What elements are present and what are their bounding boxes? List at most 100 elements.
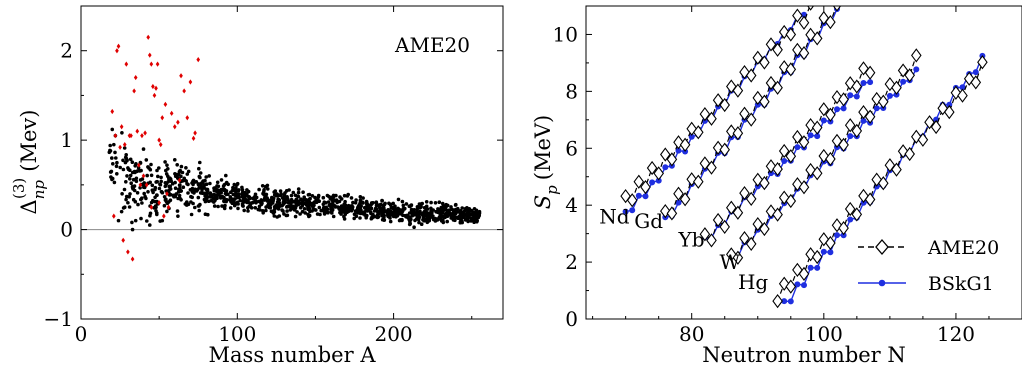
left-y-label-superscript: (3) <box>10 178 28 199</box>
data-point-black <box>302 195 307 199</box>
exp-point-Gd <box>666 206 678 221</box>
exp-point-Gd <box>712 140 724 155</box>
data-point-black <box>441 204 446 208</box>
data-point-red-diamond <box>137 162 141 168</box>
data-point-black <box>148 213 152 218</box>
data-point-black <box>396 206 400 211</box>
legend-ame20-label: AME20 <box>927 237 999 259</box>
data-point-black <box>261 211 266 215</box>
data-point-black <box>231 185 235 190</box>
data-point-black <box>299 201 304 205</box>
data-point-black <box>291 190 296 195</box>
data-point-black <box>353 201 358 205</box>
data-point-black <box>134 176 139 181</box>
data-point-red-diamond <box>182 88 186 94</box>
y-tick-label: 4 <box>565 193 578 217</box>
data-point-black <box>173 186 178 190</box>
data-point-black <box>124 153 128 157</box>
data-point-black <box>326 210 330 215</box>
exp-point-W <box>811 166 823 181</box>
model-point-Hg <box>972 69 979 76</box>
data-point-black <box>124 197 128 202</box>
exp-point-Nd <box>752 50 764 65</box>
data-point-black <box>218 194 223 199</box>
data-point-black <box>450 207 455 212</box>
data-point-black <box>365 213 369 218</box>
model-point-Hg <box>820 248 827 255</box>
data-point-black <box>344 209 348 213</box>
data-point-black <box>371 201 375 205</box>
data-point-black <box>160 218 165 223</box>
right-y-label-subscript: p <box>543 185 561 195</box>
exp-point-Nd <box>679 137 691 152</box>
data-point-black <box>400 218 404 223</box>
data-point-black <box>132 188 137 193</box>
exp-point-Yb <box>844 76 856 91</box>
model-point-Nd <box>688 133 695 140</box>
data-point-black <box>283 200 288 205</box>
exp-point-Yb <box>792 129 803 145</box>
data-point-black <box>410 209 415 213</box>
data-point-black <box>260 199 264 204</box>
exp-point-Hg <box>957 88 968 103</box>
data-point-black <box>197 186 201 190</box>
exp-point-Yb <box>778 143 790 159</box>
model-point-Hg <box>827 249 834 256</box>
data-point-black <box>358 216 362 220</box>
data-point-black <box>400 199 405 204</box>
data-point-black <box>138 160 143 165</box>
data-point-black <box>154 209 158 213</box>
data-point-black <box>200 187 204 192</box>
data-point-black <box>221 187 226 192</box>
data-point-black <box>213 198 217 203</box>
data-point-red-diamond <box>176 119 180 125</box>
model-point-Yb <box>853 93 860 100</box>
data-point-black <box>150 188 155 192</box>
data-point-black <box>168 176 172 180</box>
data-point-black <box>445 219 450 224</box>
x-tick-label: 0 <box>75 322 88 346</box>
data-point-black <box>443 215 447 220</box>
data-point-black <box>198 171 203 175</box>
right-axis-ticks: 80 100 120 0 2 4 6 8 10 <box>553 5 1022 346</box>
data-point-black <box>140 201 144 205</box>
data-point-black <box>204 175 208 179</box>
data-point-black <box>281 209 285 213</box>
data-point-black <box>224 173 228 178</box>
exp-point-Hg <box>904 146 915 162</box>
data-point-black <box>251 200 255 205</box>
data-point-black <box>285 209 289 213</box>
data-point-black <box>246 206 250 210</box>
data-point-black <box>142 185 147 190</box>
data-point-black <box>272 190 277 194</box>
data-point-black <box>232 197 237 201</box>
data-point-black <box>166 167 170 171</box>
right-x-axis-label: Neutron number N <box>702 343 906 367</box>
data-point-black <box>242 193 246 198</box>
data-point-black <box>436 207 440 211</box>
data-point-black <box>252 197 257 201</box>
x-tick-label: 120 <box>937 322 975 346</box>
model-point-Nd <box>622 208 629 215</box>
data-point-black <box>177 169 182 174</box>
data-point-black <box>472 220 476 224</box>
data-point-red-diamond <box>155 61 160 67</box>
exp-point-Nd <box>699 106 711 122</box>
data-point-black <box>471 212 475 217</box>
data-point-black <box>425 220 430 225</box>
x-tick-label: 100 <box>805 322 843 346</box>
data-point-black <box>374 200 379 204</box>
data-point-black <box>118 165 122 170</box>
data-point-black <box>197 166 201 171</box>
data-point-black <box>329 209 334 214</box>
data-point-black <box>296 190 301 195</box>
data-point-black <box>460 206 465 210</box>
data-point-black <box>277 203 282 207</box>
model-point-Nd <box>655 177 662 184</box>
exp-point-W <box>772 207 783 222</box>
data-point-black <box>204 194 209 198</box>
data-point-black <box>462 209 467 213</box>
data-point-black <box>331 214 336 219</box>
data-point-black <box>358 195 363 199</box>
